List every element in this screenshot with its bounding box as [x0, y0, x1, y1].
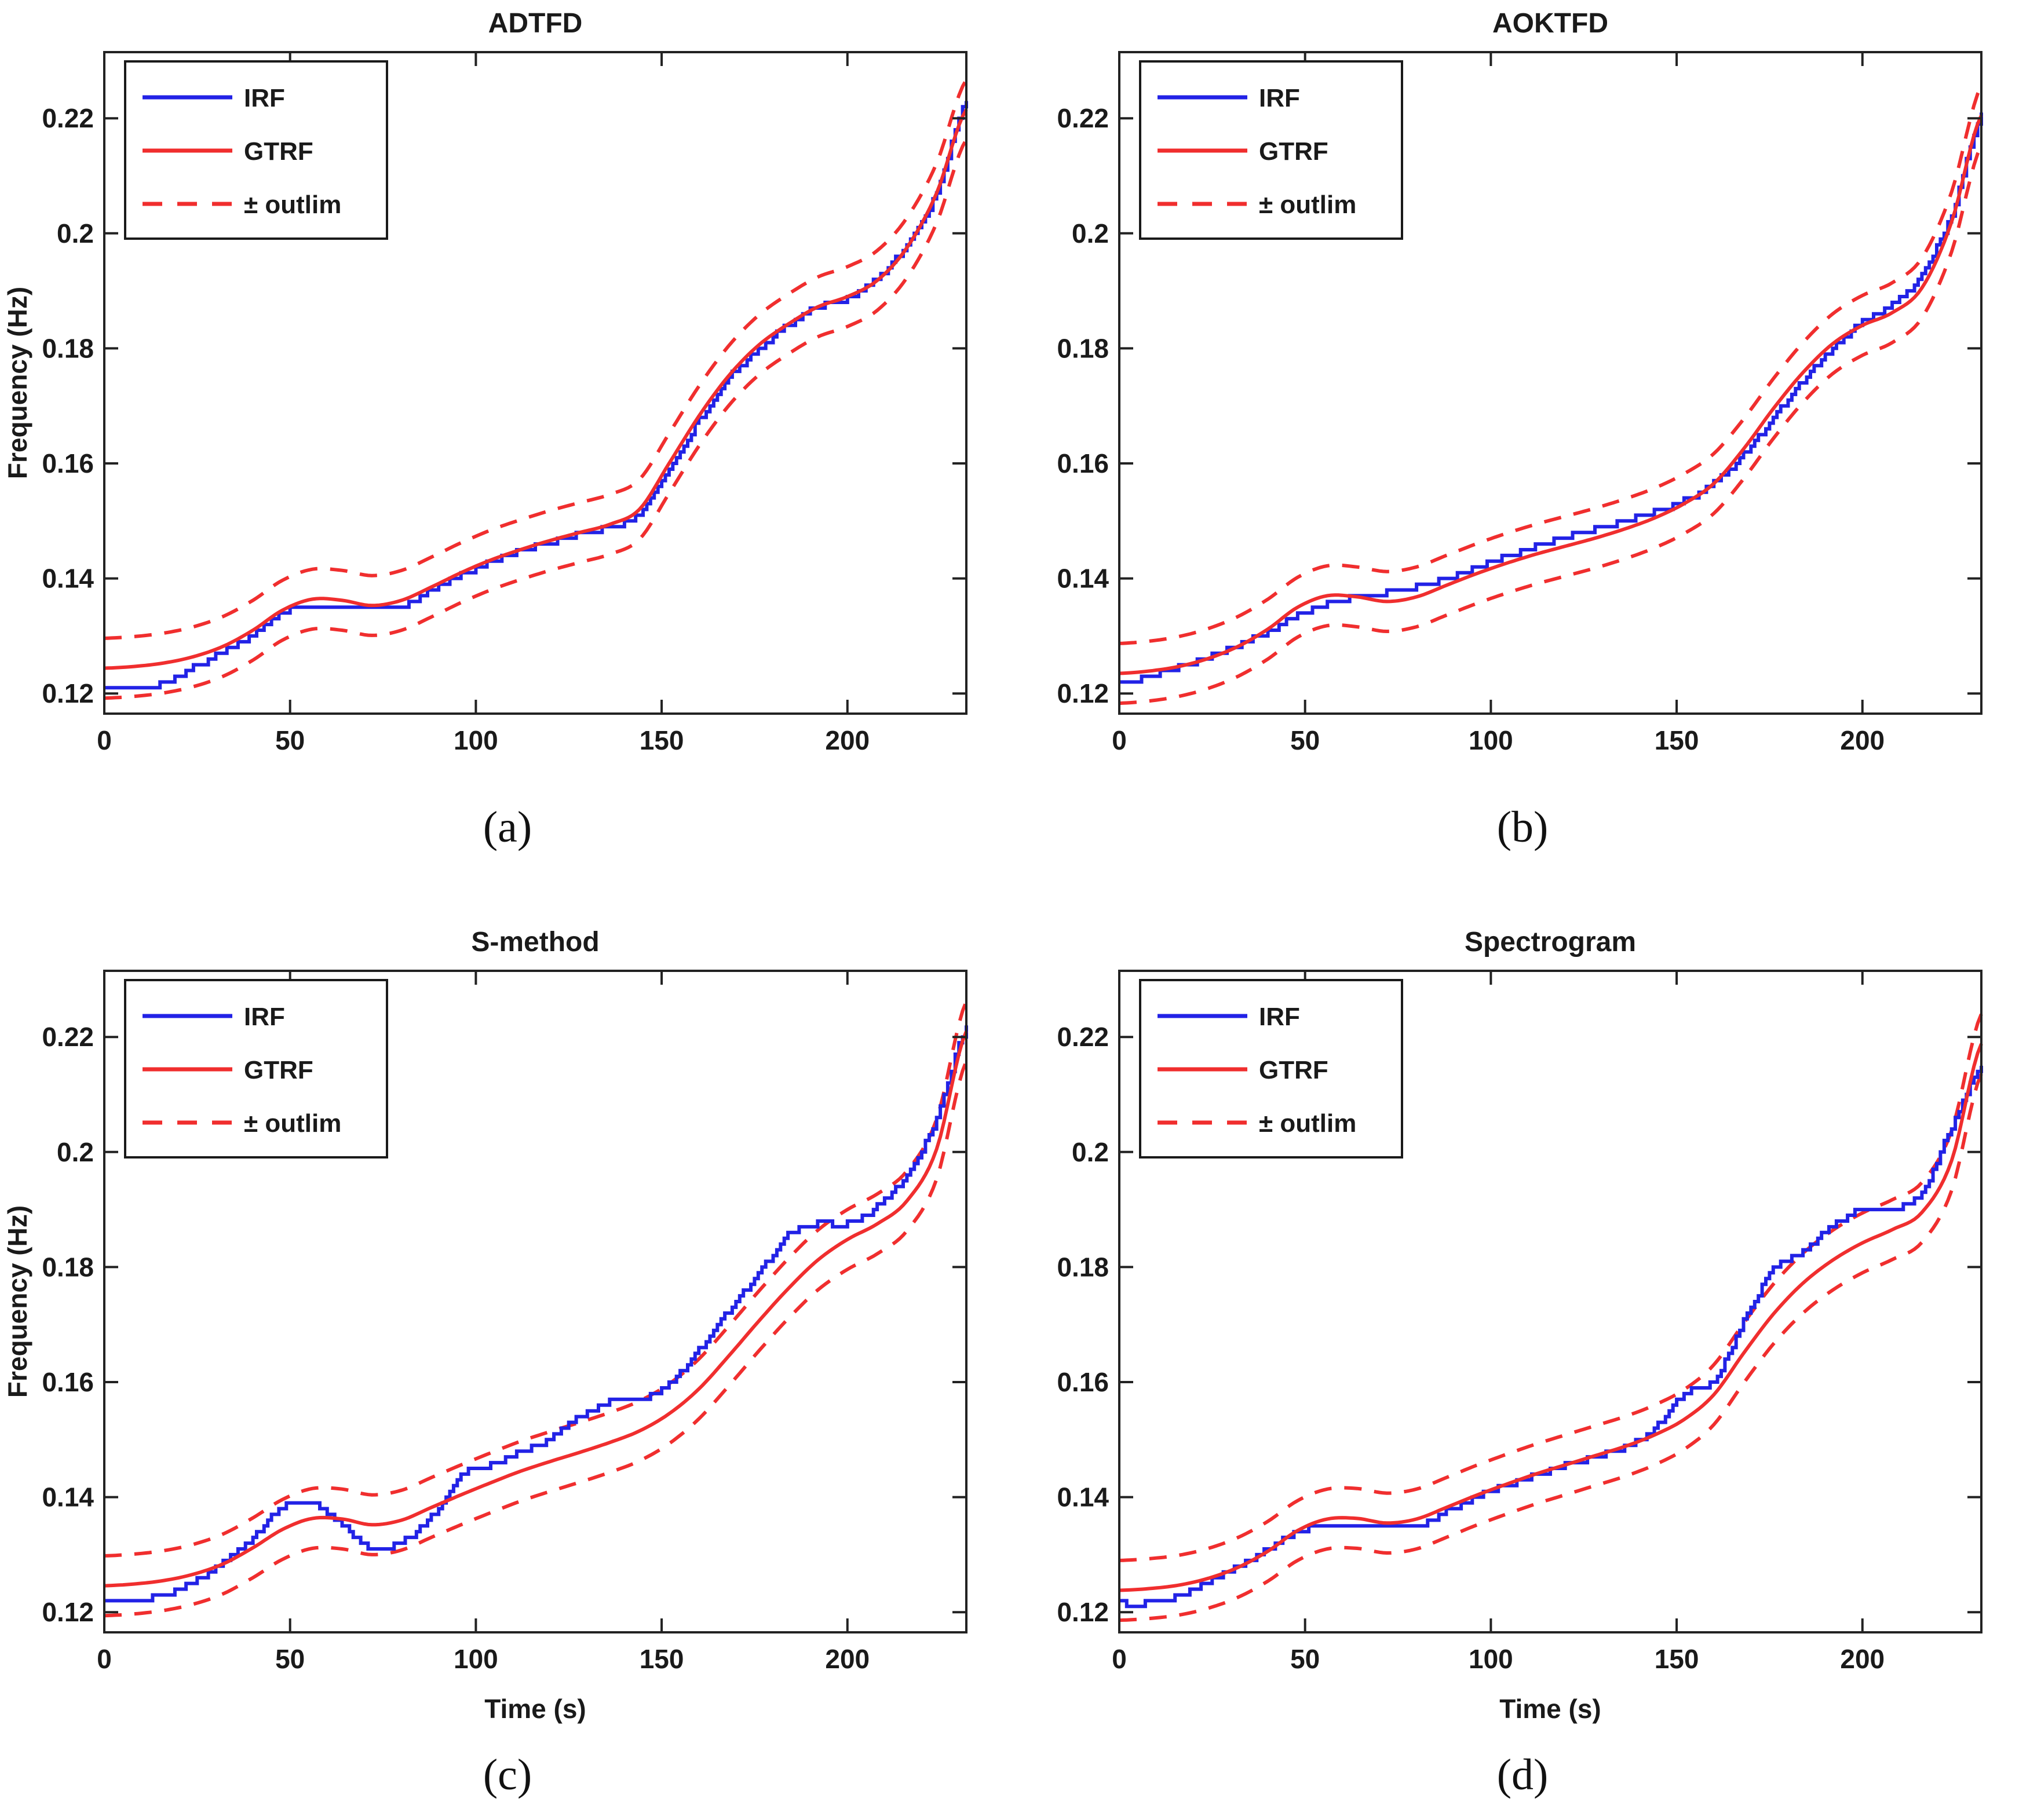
caption-c: (c)	[483, 1750, 532, 1799]
spectrogram-chart-canvas: Spectrogram 0 50 100 150 200 0.12 0.14 0.16 0.18 0…	[1015, 919, 2030, 1730]
gtrf-line	[1119, 115, 1983, 675]
y-axis-label: Frequency (Hz)	[2, 287, 32, 479]
y-tick-label: 0.12	[42, 1597, 94, 1627]
x-tick-label: 50	[275, 725, 305, 755]
gtrf-line	[104, 1030, 968, 1588]
y-tick-label: 0.14	[1057, 1482, 1109, 1512]
legend-label: ± outlim	[244, 191, 341, 219]
y-tick-label: 0.16	[1057, 1367, 1109, 1397]
legend-label: IRF	[244, 1003, 285, 1031]
plot-title: AOKTFD	[1492, 8, 1608, 39]
gtrf-line	[1119, 1043, 1983, 1592]
legend-label: GTRF	[1259, 137, 1328, 166]
axes-box	[103, 51, 967, 715]
caption-d: (d)	[1496, 1750, 1549, 1799]
x-tick-label: 100	[1469, 725, 1513, 755]
x-axis-label: Time (s)	[1499, 1694, 1601, 1724]
x-tick-label: 200	[825, 1644, 870, 1674]
x-tick-label: 50	[275, 1644, 305, 1674]
gtrf-line	[104, 108, 968, 670]
x-tick-label: 200	[825, 725, 870, 755]
y-tick-label: 0.12	[1057, 1597, 1109, 1627]
y-tick-label: 0.16	[42, 448, 94, 478]
x-tick-label: 0	[1112, 725, 1127, 755]
outlim-upper-line	[1119, 85, 1983, 645]
x-tick-label: 200	[1840, 725, 1885, 755]
x-tick-label: 200	[1840, 1644, 1885, 1674]
y-tick-label: 0.22	[1057, 1022, 1109, 1052]
y-tick-label: 0.18	[1057, 333, 1109, 363]
irf-line	[104, 1025, 968, 1603]
legend-label: ± outlim	[1259, 1109, 1356, 1138]
caption-b: (b)	[1496, 803, 1549, 851]
outlim-lower-line	[1119, 144, 1983, 706]
y-tick-label: 0.2	[57, 218, 94, 248]
legend-label: GTRF	[1259, 1056, 1328, 1084]
legend-label: IRF	[1259, 1003, 1300, 1031]
y-tick-label: 0.22	[42, 1022, 94, 1052]
x-tick-label: 150	[640, 1644, 684, 1674]
y-tick-label: 0.12	[42, 678, 94, 708]
y-axis-label: Frequency (Hz)	[2, 1205, 32, 1398]
x-tick-label: 0	[1112, 1644, 1127, 1674]
x-tick-label: 100	[1469, 1644, 1513, 1674]
subplot-s-method: S-method 0 50 100 150 200 0.12 0.14 0.16 0.18 0.2 0…	[0, 919, 1015, 1820]
y-tick-label: 0.22	[42, 103, 94, 133]
outlim-lower-line	[1119, 1073, 1983, 1622]
x-tick-label: 150	[1655, 725, 1699, 755]
outlim-lower-line	[104, 1060, 968, 1618]
legend-label: IRF	[1259, 84, 1300, 112]
x-axis-label: Time (s)	[484, 1694, 586, 1724]
legend-label: ± outlim	[244, 1109, 341, 1138]
y-tick-label: 0.2	[1072, 218, 1109, 248]
aoktfd-chart-canvas: AOKTFD 0 50 100 150 200 0.12 0.14 0.16 0.18 0.2 0.2…	[1015, 0, 2030, 770]
subplot-adtfd: ADTFD 0 50 100 150 200 0.12 0.14 0.16 0.18 0.2 0.22…	[0, 0, 1015, 919]
axes-box	[103, 970, 967, 1633]
plot-title: ADTFD	[488, 8, 583, 39]
x-tick-label: 150	[1655, 1644, 1699, 1674]
outlim-lower-line	[104, 138, 968, 700]
axes-box	[1118, 51, 1982, 715]
plot-title: S-method	[471, 927, 599, 957]
y-tick-label: 0.16	[42, 1367, 94, 1397]
y-tick-label: 0.2	[57, 1137, 94, 1167]
y-tick-label: 0.18	[42, 1252, 94, 1282]
x-tick-label: 0	[97, 725, 112, 755]
y-tick-label: 0.14	[42, 564, 94, 594]
x-tick-label: 100	[454, 1644, 498, 1674]
outlim-upper-line	[104, 79, 968, 640]
subplot-spectrogram: Spectrogram 0 50 100 150 200 0.12 0.14 0.16 0.18 0…	[1015, 919, 2030, 1820]
y-tick-label: 0.22	[1057, 103, 1109, 133]
legend-label: IRF	[244, 84, 285, 112]
x-tick-label: 0	[97, 1644, 112, 1674]
adtfd-chart-canvas: ADTFD 0 50 100 150 200 0.12 0.14 0.16 0.18 0.2 0.22…	[0, 0, 1015, 770]
axes-box	[1118, 970, 1982, 1633]
y-tick-label: 0.2	[1072, 1137, 1109, 1167]
plot-title: Spectrogram	[1465, 927, 1636, 957]
x-tick-label: 50	[1290, 1644, 1320, 1674]
y-tick-label: 0.14	[42, 1482, 94, 1512]
y-tick-label: 0.18	[42, 333, 94, 363]
y-tick-label: 0.12	[1057, 678, 1109, 708]
caption-a: (a)	[483, 803, 532, 851]
legend-label: GTRF	[244, 137, 313, 166]
y-tick-label: 0.18	[1057, 1252, 1109, 1282]
x-tick-label: 100	[454, 725, 498, 755]
irf-line	[1119, 112, 1983, 684]
y-tick-label: 0.14	[1057, 564, 1109, 594]
x-tick-label: 150	[640, 725, 684, 755]
s-method-chart-canvas: S-method 0 50 100 150 200 0.12 0.14 0.16 0.18 0.2 0…	[0, 919, 1015, 1730]
outlim-upper-line	[104, 1000, 968, 1558]
y-tick-label: 0.16	[1057, 448, 1109, 478]
x-tick-label: 50	[1290, 725, 1320, 755]
legend-label: GTRF	[244, 1056, 313, 1084]
legend-label: ± outlim	[1259, 191, 1356, 219]
subplot-aoktfd: AOKTFD 0 50 100 150 200 0.12 0.14 0.16 0.18 0.2 0.2…	[1015, 0, 2030, 919]
